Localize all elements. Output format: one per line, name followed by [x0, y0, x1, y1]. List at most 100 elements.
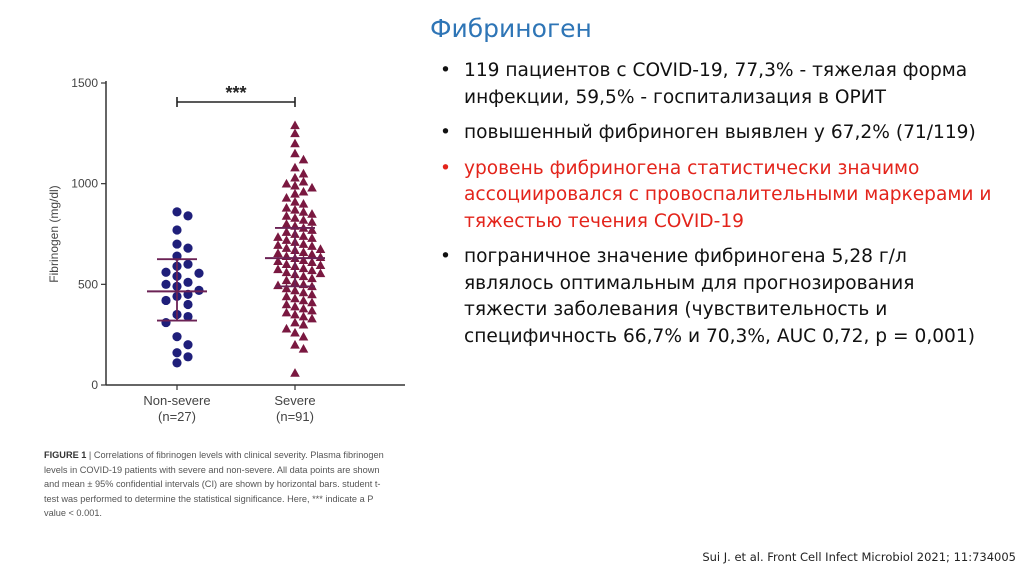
data-point-severe: [290, 180, 300, 190]
data-point-severe: [290, 120, 300, 130]
bullet-dot: •: [440, 60, 451, 81]
data-point-severe: [315, 252, 326, 261]
data-point-severe: [298, 287, 309, 297]
data-point-severe: [281, 243, 292, 252]
data-point-severe: [307, 225, 317, 234]
y-tick-label: 1500: [71, 76, 98, 90]
data-point-severe: [290, 317, 300, 327]
data-point-severe: [298, 303, 309, 313]
data-point-severe: [307, 241, 317, 250]
y-tick-label: 0: [91, 378, 98, 392]
data-point-non-severe: [183, 311, 193, 322]
data-point-severe: [307, 313, 317, 323]
data-point-non-severe: [172, 207, 182, 217]
data-point-severe: [298, 231, 309, 240]
data-point-severe: [298, 343, 309, 353]
data-point-severe: [290, 128, 300, 138]
data-point-severe: [290, 327, 300, 337]
data-point-severe: [290, 285, 300, 295]
data-point-non-severe: [161, 317, 171, 328]
data-point-severe: [307, 297, 317, 307]
data-point-non-severe: [183, 352, 193, 362]
data-point-severe: [290, 172, 300, 182]
data-point-severe: [290, 188, 300, 198]
data-point-severe: [273, 240, 283, 249]
y-axis-label: Fibrinogen (mg/dl): [47, 185, 61, 282]
significance-label: ***: [225, 83, 246, 103]
bullet-list: • 119 пациентов с COVID-19, 77,3% - тяжел…: [440, 58, 1000, 359]
figure-panel: 0 500 1000 1500 Fibrinogen (mg/dl) Non-severe…: [40, 70, 420, 530]
data-point-non-severe: [183, 340, 193, 350]
data-point-non-severe: [183, 211, 193, 221]
data-point-severe: [273, 232, 283, 241]
x-category-label: Non-severe: [143, 393, 210, 408]
data-point-severe: [281, 307, 292, 317]
bullet-dot: •: [440, 122, 451, 143]
data-point-severe: [273, 280, 283, 290]
data-point-severe: [281, 227, 292, 236]
bullet-dot: •: [440, 157, 451, 179]
figure-caption: FIGURE 1 | Correlations of fibrinogen le…: [44, 448, 394, 521]
x-category-label: Severe: [274, 393, 315, 408]
data-point-severe: [307, 249, 317, 258]
bullet-text: пограничное значение фибриногена 5,28 г/…: [464, 246, 975, 347]
data-point-severe: [307, 233, 317, 242]
data-point-severe: [298, 215, 309, 224]
data-point-severe: [307, 257, 317, 267]
data-point-severe: [281, 235, 292, 244]
data-point-severe: [281, 178, 292, 188]
bullet-item-3: • уровень фибриногена статистически значи…: [440, 156, 1000, 236]
data-point-severe: [290, 301, 300, 311]
data-point-severe: [273, 256, 283, 266]
data-point-severe: [307, 265, 317, 275]
data-point-severe: [315, 260, 326, 270]
caption-label: FIGURE 1: [44, 450, 87, 460]
data-point-severe: [298, 271, 309, 281]
bullet-text: уровень фибриногена статистически значим…: [464, 157, 992, 232]
bullet-item-2: • повышенный фибриноген выявлен у 67,2% (…: [440, 120, 1000, 147]
data-point-non-severe: [183, 299, 193, 310]
data-point-severe: [281, 211, 292, 220]
data-point-severe: [281, 219, 292, 228]
data-point-severe: [307, 209, 317, 218]
data-point-severe: [298, 207, 309, 216]
data-point-severe: [307, 305, 317, 315]
data-point-severe: [307, 217, 317, 226]
data-point-severe: [290, 138, 300, 148]
data-point-severe: [298, 255, 309, 265]
bullet-text: повышенный фибриноген выявлен у 67,2% (7…: [464, 122, 976, 143]
bullet-text: 119 пациентов с COVID-19, 77,3% - тяжела…: [464, 60, 968, 108]
data-point-non-severe: [161, 267, 171, 277]
data-point-severe: [298, 199, 309, 208]
x-category-n-label: (n=27): [158, 409, 196, 424]
data-point-severe: [281, 192, 292, 202]
data-point-severe: [298, 319, 309, 329]
data-point-severe: [290, 196, 300, 206]
data-point-non-severe: [183, 277, 193, 287]
data-point-severe: [290, 148, 300, 158]
data-point-severe: [290, 293, 300, 303]
data-point-severe: [281, 267, 292, 277]
data-point-severe: [298, 154, 309, 164]
data-point-severe: [281, 259, 292, 269]
data-point-severe: [273, 248, 283, 257]
data-point-severe: [298, 247, 309, 256]
data-point-severe: [307, 289, 317, 299]
data-point-severe: [281, 291, 292, 301]
data-point-severe: [281, 283, 292, 293]
fibrinogen-scatter-chart: 0 500 1000 1500 Fibrinogen (mg/dl) Non-severe…: [47, 76, 405, 424]
data-point-severe: [281, 299, 292, 309]
data-point-severe: [298, 239, 309, 248]
data-point-severe: [298, 186, 309, 196]
data-point-severe: [290, 368, 300, 377]
data-point-non-severe: [172, 332, 182, 342]
data-point-non-severe: [172, 239, 182, 249]
data-point-severe: [315, 268, 326, 278]
data-point-severe: [290, 339, 300, 349]
data-point-non-severe: [172, 358, 182, 368]
data-point-severe: [315, 244, 326, 253]
data-point-severe: [290, 309, 300, 319]
data-point-non-severe: [172, 348, 182, 358]
data-point-severe: [307, 273, 317, 283]
y-tick-label: 500: [78, 277, 98, 291]
